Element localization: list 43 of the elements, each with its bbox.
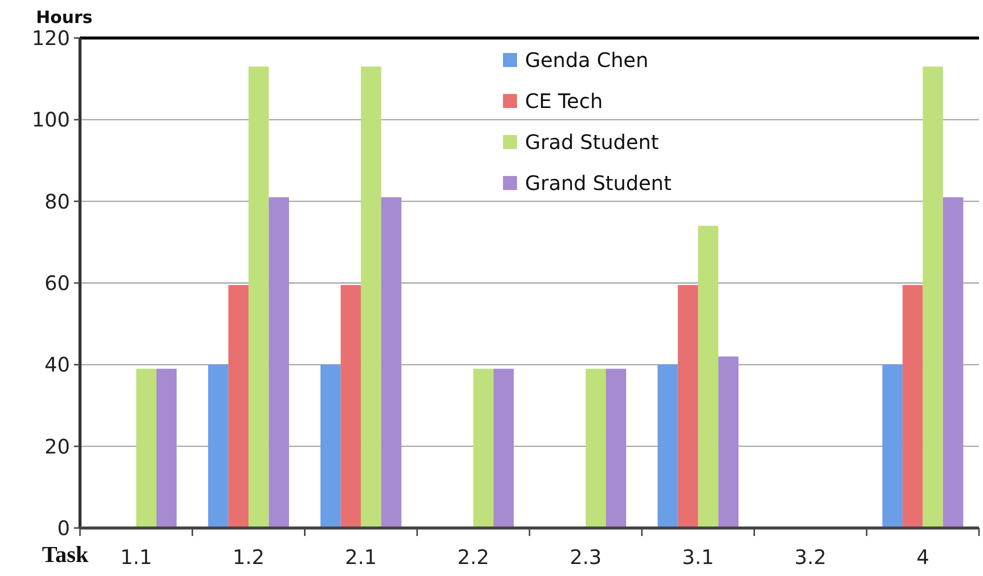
x-tick-label: 3.2 [794, 545, 826, 569]
bar [606, 368, 626, 528]
bar [156, 368, 177, 528]
x-tick-label: 2.1 [345, 545, 377, 569]
bar [586, 368, 606, 528]
x-tick-label: 1.2 [232, 545, 264, 569]
y-tick-label: 20 [44, 434, 70, 458]
x-tick-label: 1.1 [120, 545, 152, 569]
bar [360, 66, 382, 528]
y-tick-label: 120 [32, 26, 70, 50]
bar [718, 356, 739, 528]
bar [320, 364, 341, 528]
bar [698, 226, 718, 528]
bar [136, 368, 156, 528]
bar [658, 364, 678, 528]
bar [922, 66, 944, 528]
legend-label: CE Tech [525, 89, 603, 113]
y-tick-label: 80 [44, 189, 70, 214]
bar [340, 285, 361, 528]
bar [208, 364, 228, 528]
y-tick-label: 0 [57, 516, 70, 540]
bar [248, 66, 269, 528]
y-tick-label: 100 [32, 108, 70, 132]
y-axis-title: Hours [36, 8, 93, 28]
bar [268, 197, 290, 528]
legend-label: Genda Chen [525, 48, 648, 72]
x-tick-label: 2.2 [457, 545, 490, 569]
bar [228, 285, 249, 528]
bar [943, 197, 964, 528]
y-tick-label: 60 [44, 271, 70, 295]
bar [381, 197, 402, 528]
y-tick-label: 40 [44, 352, 70, 377]
x-tick-label: 2.3 [570, 545, 602, 569]
bar [882, 364, 903, 528]
bar [494, 368, 514, 528]
bar [473, 368, 494, 528]
x-axis-title: Task [42, 542, 89, 567]
x-tick-label: 4 [916, 545, 930, 569]
bar [678, 285, 698, 528]
x-tick-label: 3.1 [682, 545, 714, 569]
bar [902, 285, 923, 528]
legend-label: Grand Student [525, 171, 672, 195]
legend-label: Grad Student [525, 130, 659, 154]
